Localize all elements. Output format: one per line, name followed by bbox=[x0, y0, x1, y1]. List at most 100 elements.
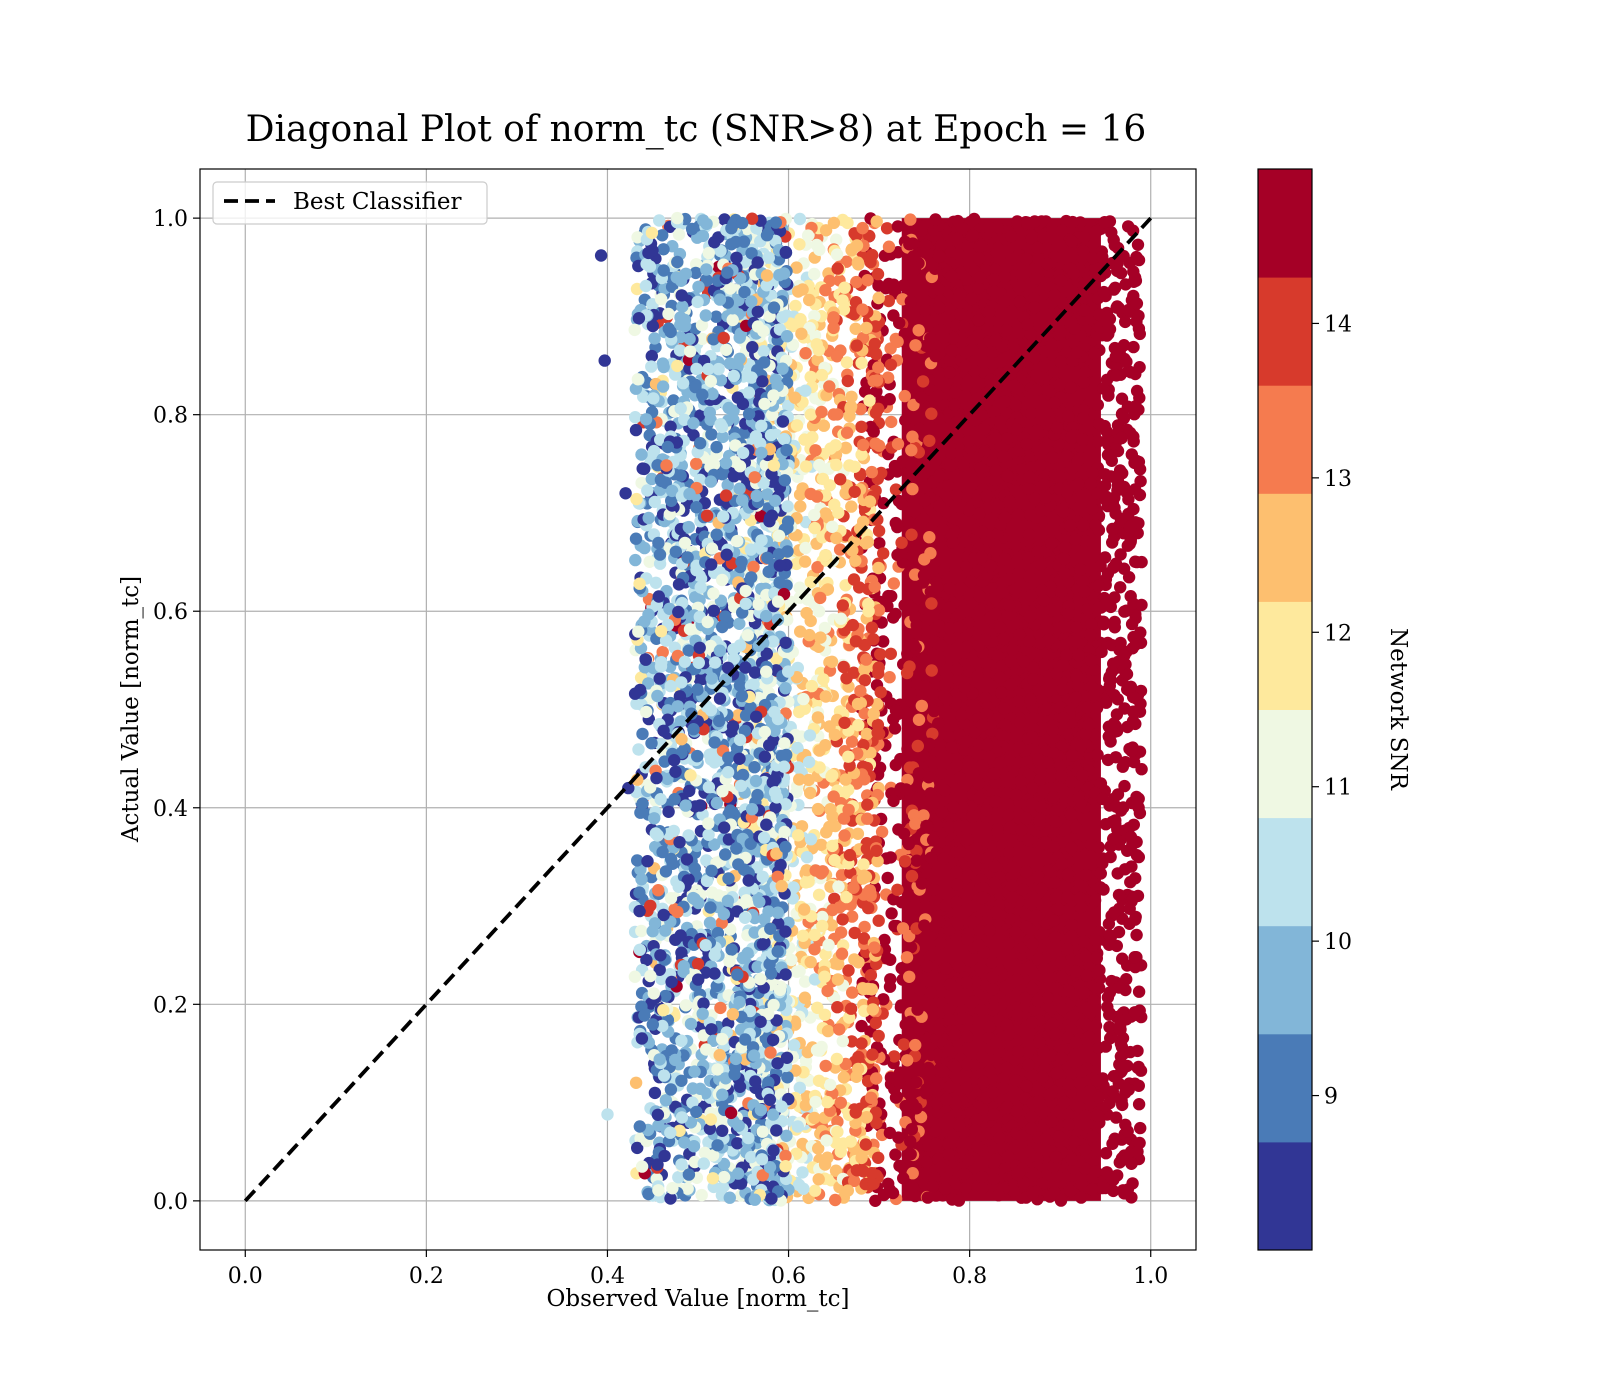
scatter-point bbox=[1067, 1009, 1080, 1023]
scatter-point bbox=[1043, 1088, 1057, 1102]
scatter-point bbox=[1065, 953, 1078, 966]
scatter-point bbox=[841, 374, 854, 388]
scatter-point bbox=[1091, 398, 1105, 412]
scatter-point bbox=[1109, 817, 1122, 831]
scatter-point bbox=[788, 1039, 801, 1052]
scatter-point bbox=[859, 1138, 872, 1151]
scatter-point bbox=[988, 285, 1001, 299]
scatter-point bbox=[927, 704, 941, 718]
scatter-point bbox=[925, 664, 938, 677]
scatter-point bbox=[918, 553, 931, 566]
scatter-point bbox=[1118, 605, 1131, 618]
scatter-point bbox=[992, 1189, 1005, 1202]
scatter-point bbox=[1028, 351, 1042, 364]
scatter-point bbox=[1117, 412, 1131, 425]
scatter-point bbox=[1070, 346, 1084, 359]
scatter-point bbox=[934, 323, 948, 337]
scatter-point bbox=[956, 1011, 969, 1025]
scatter-point bbox=[1046, 451, 1059, 464]
scatter-point bbox=[1048, 876, 1061, 889]
scatter-point bbox=[1037, 478, 1050, 491]
scatter-point bbox=[1009, 788, 1023, 802]
scatter-point bbox=[950, 878, 964, 891]
scatter-point bbox=[1033, 814, 1046, 827]
scatter-point bbox=[938, 610, 951, 623]
scatter-point bbox=[1132, 253, 1146, 267]
scatter-point bbox=[1051, 1169, 1064, 1183]
scatter-point bbox=[1055, 1051, 1068, 1065]
scatter-point bbox=[1057, 505, 1070, 518]
scatter-point bbox=[909, 1038, 922, 1052]
scatter-point bbox=[884, 851, 897, 864]
scatter-point bbox=[804, 370, 817, 384]
scatter-point bbox=[1053, 470, 1067, 484]
scatter-point bbox=[1065, 930, 1078, 943]
scatter-point bbox=[893, 1077, 906, 1090]
scatter-point bbox=[1077, 935, 1090, 948]
scatter-point bbox=[795, 327, 808, 340]
scatter-point bbox=[958, 681, 971, 694]
scatter-point bbox=[1036, 1070, 1049, 1084]
scatter-point bbox=[1005, 230, 1018, 243]
scatter-point bbox=[897, 1172, 910, 1185]
scatter-point bbox=[836, 913, 849, 926]
scatter-point bbox=[812, 888, 826, 901]
scatter-point bbox=[781, 1071, 794, 1084]
scatter-point bbox=[823, 1078, 837, 1092]
scatter-point bbox=[1128, 951, 1141, 964]
scatter-point bbox=[1032, 753, 1045, 766]
scatter-point bbox=[813, 243, 826, 256]
scatter-point bbox=[918, 481, 932, 494]
scatter-point bbox=[989, 334, 1002, 347]
scatter-point bbox=[812, 1074, 826, 1088]
scatter-point bbox=[1093, 417, 1106, 430]
scatter-point bbox=[935, 767, 948, 780]
scatter-point bbox=[1039, 491, 1053, 504]
scatter-point bbox=[905, 458, 918, 472]
scatter-point bbox=[919, 900, 932, 913]
scatter-point bbox=[901, 742, 914, 756]
scatter-point bbox=[1033, 1036, 1046, 1049]
scatter-point bbox=[906, 549, 919, 562]
scatter-point bbox=[909, 817, 922, 830]
scatter-point bbox=[1113, 1022, 1127, 1036]
scatter-point bbox=[1027, 673, 1040, 686]
scatter-point bbox=[937, 563, 950, 576]
scatter-point bbox=[1127, 818, 1141, 831]
scatter-point bbox=[953, 771, 967, 785]
scatter-point bbox=[1085, 618, 1098, 631]
scatter-point bbox=[973, 792, 986, 805]
scatter-point bbox=[983, 923, 996, 937]
scatter-point bbox=[1023, 470, 1036, 484]
scatter-point bbox=[969, 1123, 982, 1137]
scatter-point bbox=[973, 604, 986, 617]
scatter-point bbox=[1078, 534, 1092, 548]
scatter-point bbox=[1019, 812, 1032, 825]
scatter-point bbox=[950, 489, 963, 502]
scatter-point bbox=[917, 809, 930, 822]
scatter-point bbox=[1078, 585, 1091, 598]
scatter-point bbox=[894, 752, 907, 766]
scatter-point bbox=[869, 1016, 882, 1030]
scatter-point bbox=[1069, 691, 1083, 704]
scatter-point bbox=[1065, 1067, 1079, 1080]
scatter-point bbox=[867, 1177, 880, 1191]
scatter-point bbox=[1123, 902, 1136, 915]
scatter-point bbox=[961, 1030, 974, 1043]
scatter-point bbox=[1045, 537, 1058, 550]
scatter-point bbox=[872, 561, 885, 575]
scatter-point bbox=[1026, 797, 1039, 810]
scatter-point bbox=[819, 549, 832, 562]
scatter-point bbox=[935, 806, 949, 819]
scatter-point bbox=[869, 1194, 882, 1208]
scatter-point bbox=[1067, 267, 1081, 280]
scatter-point bbox=[851, 697, 865, 711]
scatter-point bbox=[818, 970, 831, 983]
scatter-point bbox=[1019, 920, 1033, 933]
scatter-point bbox=[1028, 301, 1041, 314]
scatter-point bbox=[1076, 769, 1089, 782]
scatter-point bbox=[849, 554, 862, 567]
scatter-point bbox=[919, 1087, 933, 1100]
scatter-point bbox=[974, 461, 987, 475]
scatter-point bbox=[1024, 328, 1038, 341]
